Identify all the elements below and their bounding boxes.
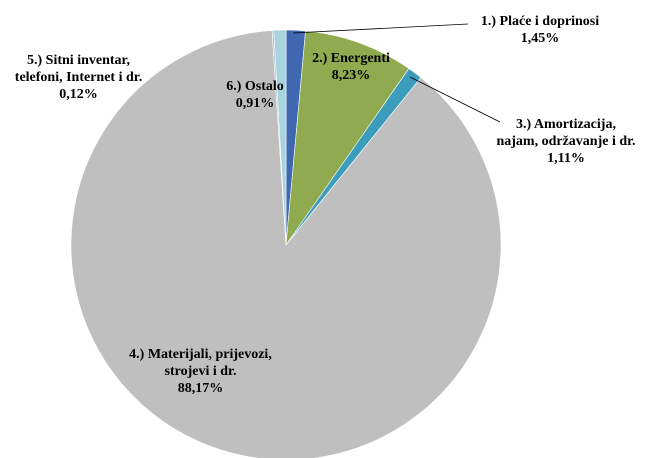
slice-label: 2.) Energenti 8,23% bbox=[311, 50, 391, 84]
slices bbox=[70, 29, 502, 458]
pie-slice bbox=[285, 30, 410, 247]
category-label: 3.) Amortizacija, najam, održavanje i dr… bbox=[496, 117, 636, 149]
category-label: 6.) Ostalo bbox=[226, 79, 284, 94]
pie-slice bbox=[70, 30, 502, 458]
value-label: 0,91% bbox=[235, 96, 275, 111]
slice-label: 4.) Materijali, prijevozi, strojevi i dr… bbox=[128, 346, 273, 397]
slice-label: 5.) Sitni inventar, telefoni, Internet i… bbox=[6, 52, 151, 103]
leader-line bbox=[409, 76, 501, 123]
value-label: 0,12% bbox=[59, 87, 98, 102]
leader-line bbox=[292, 23, 469, 34]
category-label: 5.) Sitni inventar, telefoni, Internet i… bbox=[14, 53, 143, 85]
category-label: 4.) Materijali, prijevozi, strojevi i dr… bbox=[129, 347, 272, 379]
category-label: 1.) Plaće i doprinosi bbox=[480, 14, 600, 29]
pie-slice bbox=[273, 29, 287, 246]
slice-label: 6.) Ostalo 0,91% bbox=[210, 78, 300, 112]
category-label: 2.) Energenti bbox=[312, 51, 390, 66]
value-label: 88,17% bbox=[177, 381, 224, 396]
slice-label: 3.) Amortizacija, najam, održavanje i dr… bbox=[496, 116, 636, 167]
value-label: 8,23% bbox=[331, 68, 371, 83]
slice-label: 1.) Plaće i doprinosi 1,45% bbox=[455, 13, 625, 47]
value-label: 1,45% bbox=[520, 31, 560, 46]
value-label: 1,11% bbox=[547, 151, 585, 166]
